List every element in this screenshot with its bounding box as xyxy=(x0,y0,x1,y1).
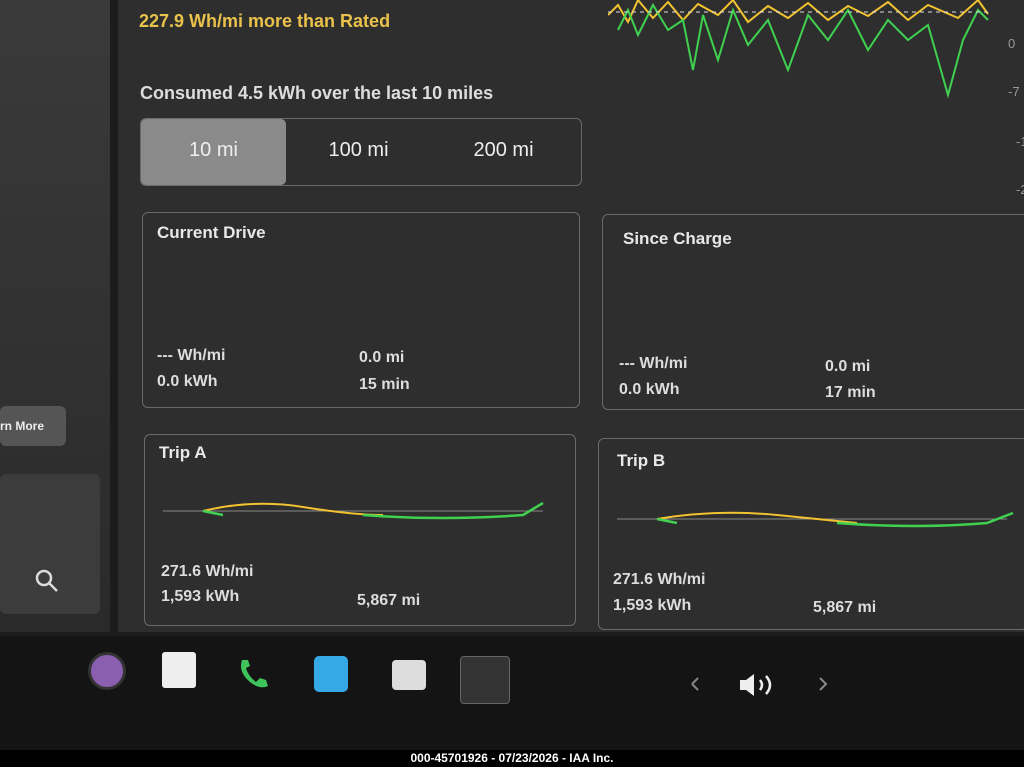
card-title: Since Charge xyxy=(623,229,732,248)
energy: 0.0 kWh xyxy=(619,381,680,398)
tab[interactable]: 200 mi xyxy=(473,139,534,161)
axis-label: -1, xyxy=(1016,134,1024,149)
rated-delta: 227.9 Wh/mi more than Rated xyxy=(139,11,391,31)
card: Trip A 271.6 Wh/mi 1,593 kWh 5,867 mi xyxy=(144,434,576,626)
card-title: Current Drive xyxy=(157,223,266,242)
trip-graph xyxy=(617,511,1014,528)
distance: 0.0 mi xyxy=(825,358,871,375)
learn-more-button[interactable]: rn More xyxy=(0,406,66,446)
energy: 1,593 kWh xyxy=(613,597,692,614)
dashcam-icon[interactable] xyxy=(392,660,426,690)
efficiency: 271.6 Wh/mi xyxy=(613,571,706,588)
sidebar-panel xyxy=(0,474,100,614)
card-title: Trip A xyxy=(159,443,207,462)
dock xyxy=(0,636,1024,750)
axis-label: 0 xyxy=(1008,36,1015,51)
card-title: Trip B xyxy=(617,451,666,470)
axis-label: -7 xyxy=(1008,84,1020,99)
card: Trip B 271.6 Wh/mi 1,593 kWh 5,867 mi xyxy=(598,438,1024,630)
distance: 5,867 mi xyxy=(813,599,877,616)
range-tabs: 10 mi 100 mi 200 mi xyxy=(140,118,582,186)
camera-icon[interactable] xyxy=(88,652,126,690)
tab[interactable]: 100 mi xyxy=(328,139,389,161)
sidebar: rn More xyxy=(0,0,110,632)
bluetooth-icon[interactable] xyxy=(314,656,348,692)
search-icon[interactable] xyxy=(34,568,60,594)
distance: 0.0 mi xyxy=(359,349,405,366)
apps-icon[interactable] xyxy=(460,656,510,704)
notes-icon[interactable] xyxy=(162,652,196,688)
energy-app: 227.9 Wh/mi more than Rated 0 -7 -1, -2,… xyxy=(118,0,1024,632)
time: 15 min xyxy=(359,376,410,393)
card: Current Drive --- Wh/mi 0.0 kWh 0.0 mi 1… xyxy=(142,212,580,408)
efficiency: --- Wh/mi xyxy=(157,347,226,364)
distance: 5,867 mi xyxy=(357,592,421,609)
watermark: 000-45701926 - 07/23/2026 - IAA Inc. xyxy=(0,750,1024,767)
card: Since Charge --- Wh/mi 0.0 kWh 0.0 mi 17… xyxy=(602,214,1024,410)
energy-graph: 0 -7 xyxy=(608,0,1020,99)
energy: 0.0 kWh xyxy=(157,373,218,390)
consumption-summary: Consumed 4.5 kWh over the last 10 miles xyxy=(140,83,494,103)
energy: 1,593 kWh xyxy=(161,588,240,605)
phone-icon[interactable] xyxy=(236,656,272,692)
volume-controls[interactable] xyxy=(690,672,830,702)
tab[interactable]: 10 mi xyxy=(141,119,286,185)
efficiency: --- Wh/mi xyxy=(619,355,688,372)
efficiency: 271.6 Wh/mi xyxy=(161,563,254,580)
time: 17 min xyxy=(825,384,876,401)
axis-label: -2, xyxy=(1016,182,1024,197)
trip-graph xyxy=(163,501,544,520)
